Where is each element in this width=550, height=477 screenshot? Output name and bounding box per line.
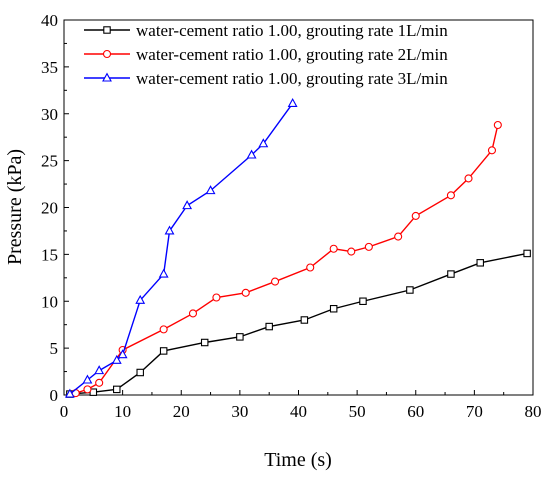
series-1: [66, 249, 531, 398]
x-tick-label: 80: [525, 402, 542, 421]
y-axis-label: Pressure (kPa): [4, 149, 26, 265]
data-point: [300, 316, 309, 324]
data-point: [347, 247, 356, 256]
y-tick-label: 5: [50, 339, 59, 358]
legend-label: water-cement ratio 1.00, grouting rate 2…: [136, 45, 448, 64]
data-point: [136, 368, 144, 377]
data-point: [117, 349, 128, 359]
y-tick-label: 30: [41, 105, 58, 124]
x-tick-label: 50: [349, 402, 366, 421]
x-tick-label: 30: [231, 402, 248, 421]
x-tick-label: 10: [114, 402, 131, 421]
data-point: [476, 259, 484, 267]
legend-label: water-cement ratio 1.00, grouting rate 1…: [136, 21, 448, 40]
data-point: [158, 268, 169, 278]
x-tick-label: 70: [466, 402, 483, 421]
data-point: [270, 277, 280, 286]
data-point: [406, 286, 414, 294]
data-point: [287, 97, 298, 107]
y-tick-label: 25: [41, 152, 58, 171]
data-point: [394, 232, 403, 241]
data-point: [411, 211, 420, 220]
data-point: [200, 338, 209, 347]
data-point: [265, 322, 273, 331]
data-point: [258, 138, 269, 148]
data-point: [359, 297, 367, 305]
data-point: [103, 26, 111, 34]
y-tick-label: 0: [50, 386, 59, 405]
data-point: [329, 304, 338, 313]
series-line: [75, 124, 499, 394]
data-point: [188, 309, 198, 318]
legend-entry-1: water-cement ratio 1.00, grouting rate 1…: [84, 21, 448, 40]
data-point: [212, 293, 221, 302]
data-point: [83, 385, 92, 394]
data-point: [159, 325, 168, 334]
legend: water-cement ratio 1.00, grouting rate 1…: [84, 21, 448, 88]
y-tick-label: 15: [41, 245, 58, 264]
data-point: [102, 72, 112, 82]
data-point: [464, 174, 473, 183]
series-layer: [64, 97, 531, 398]
x-tick-label: 0: [60, 402, 69, 421]
data-point: [364, 242, 373, 251]
data-point: [493, 120, 502, 130]
data-point: [205, 185, 216, 195]
data-point: [111, 354, 122, 364]
y-tick-label: 20: [41, 199, 58, 218]
legend-label: water-cement ratio 1.00, grouting rate 3…: [136, 69, 448, 88]
data-point: [329, 244, 338, 253]
data-point: [446, 191, 455, 200]
data-point: [159, 347, 168, 355]
data-point: [523, 249, 531, 258]
data-point: [241, 288, 250, 297]
series-3: [64, 97, 298, 398]
x-axis-label: Time (s): [264, 449, 332, 471]
data-point: [236, 333, 244, 341]
y-tick-label: 10: [41, 292, 58, 311]
series-2: [71, 120, 502, 398]
data-point: [306, 263, 315, 272]
x-tick-label: 40: [290, 402, 307, 421]
data-point: [487, 146, 497, 155]
data-point: [246, 149, 257, 159]
x-tick-label: 60: [407, 402, 424, 421]
legend-entry-2: water-cement ratio 1.00, grouting rate 2…: [84, 45, 448, 64]
axes: 0 10 20 30 40 50 60 70 80 0 5 10 15 20 25 30 35 40: [41, 11, 542, 421]
data-point: [447, 270, 455, 278]
data-point: [164, 225, 175, 235]
data-point: [182, 200, 193, 210]
y-tick-label: 40: [41, 11, 58, 30]
data-point: [94, 365, 105, 375]
data-point: [135, 294, 146, 304]
data-point: [82, 374, 93, 384]
data-point: [102, 49, 112, 59]
data-point: [64, 388, 75, 398]
data-point: [113, 385, 121, 394]
legend-entry-3: water-cement ratio 1.00, grouting rate 3…: [84, 69, 448, 88]
y-tick-label: 35: [41, 58, 58, 77]
data-point: [95, 378, 104, 387]
x-tick-label: 20: [173, 402, 190, 421]
